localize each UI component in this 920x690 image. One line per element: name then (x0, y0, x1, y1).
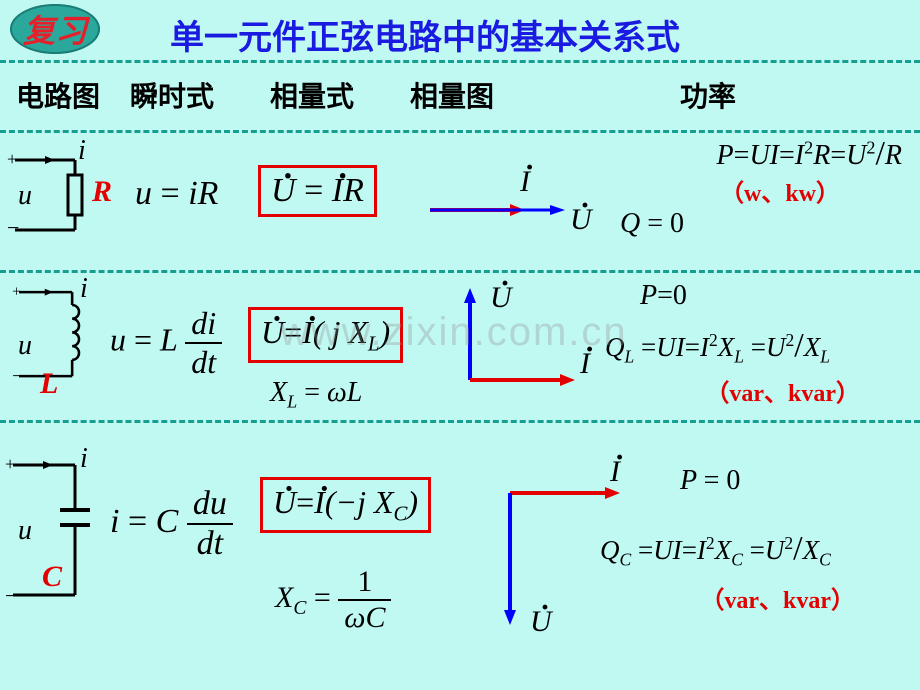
row-R: + − i u R u = iR U = IR I U P=UI=I2R=U2/… (0, 135, 920, 270)
dash-3 (0, 270, 920, 273)
i-label-C: i (80, 443, 88, 475)
u-label-C: u (18, 515, 32, 547)
col-phasor: 相量式 (270, 75, 354, 115)
svg-text:+: + (5, 454, 15, 474)
phasor-box-C: U=I(−j XC) (260, 477, 431, 533)
dash-1 (0, 60, 920, 63)
svg-text:−: − (7, 215, 19, 240)
col-circuit: 电路图 (16, 75, 100, 115)
element-C: C (42, 560, 62, 594)
dash-2 (0, 130, 920, 133)
review-badge: 复习 (10, 4, 100, 54)
svg-text:+: + (12, 283, 21, 300)
dash-4 (0, 420, 920, 423)
i-label-L: i (80, 273, 88, 305)
svg-text:−: − (12, 366, 23, 387)
col-phasor-d: 相量图 (410, 75, 494, 115)
reactance-C: XC = 1ωC (275, 565, 391, 635)
slide-container: 复习 单一元件正弦电路中的基本关系式 电路图 瞬时式 相量式 相量图 功率 + … (0, 0, 920, 690)
power-R-Q: Q = 0 (620, 208, 684, 240)
page-title: 单一元件正弦电路中的基本关系式 (170, 10, 680, 59)
power-L-Q: QL =UI=I2XL =U2/XL (605, 327, 830, 367)
power-L-unit: （var、kvar） (705, 373, 860, 408)
u-label-R: u (18, 180, 32, 212)
row-L: + − i u L u = L didt U=I( j XL) XL = ωL … (0, 275, 920, 420)
power-C-Q: QC =UI=I2XC =U2/XC (600, 530, 831, 570)
element-R: R (92, 175, 112, 209)
phasor-I-label-L: I (580, 347, 590, 381)
phasor-box-L: U=I( j XL) (248, 307, 403, 363)
instant-L: u = L didt (110, 305, 222, 381)
col-power: 功率 (680, 75, 736, 115)
phasor-U-label-R: U (570, 203, 592, 237)
power-R-P: P=UI=I2R=U2/R (717, 135, 902, 173)
instant-C: i = C dudt (110, 485, 233, 563)
element-L: L (40, 367, 58, 401)
power-R-unit: （w、kw） (720, 173, 840, 208)
power-L-P: P=0 (640, 280, 687, 312)
u-label-L: u (18, 330, 32, 362)
power-C-P: P = 0 (680, 465, 740, 497)
col-instant: 瞬时式 (130, 75, 214, 115)
phasor-U-label-L: U (490, 281, 512, 315)
svg-text:+: + (7, 149, 17, 169)
phasor-diagram-L (460, 285, 590, 395)
phasor-I-label-C: I (610, 455, 620, 489)
instant-R: u = iR (135, 175, 218, 213)
svg-text:−: − (5, 583, 17, 608)
phasor-diagram-R (430, 190, 580, 230)
i-label-R: i (78, 135, 86, 167)
phasor-box-R: U = IR (258, 165, 377, 217)
row-C: + − i u C i = C dudt U=I(−j XC) XC = 1ωC (0, 445, 920, 645)
phasor-I-label-R: I (520, 165, 530, 199)
power-C-unit: （var、kvar） (700, 580, 855, 615)
phasor-U-label-C: U (530, 605, 552, 639)
reactance-L: XL = ωL (270, 377, 362, 413)
